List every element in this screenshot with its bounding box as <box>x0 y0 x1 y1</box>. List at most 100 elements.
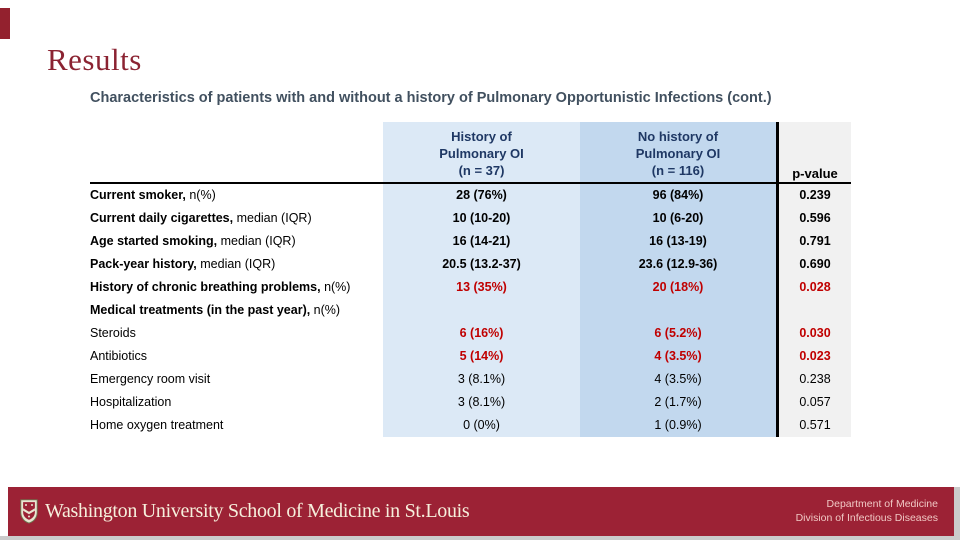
footer-department-block: Department of Medicine Division of Infec… <box>796 498 938 525</box>
cell-no-history-oi: 16 (13-19) <box>580 230 776 253</box>
cell-no-history-oi: 4 (3.5%) <box>580 368 776 391</box>
row-label-suffix: n(%) <box>185 188 216 202</box>
row-label-main: Antibiotics <box>90 349 147 363</box>
cell-p-value: 0.690 <box>779 253 851 276</box>
cell-p-value: 0.596 <box>779 207 851 230</box>
cell-p-value: 0.571 <box>779 414 851 437</box>
row-label-main: Steroids <box>90 326 136 340</box>
cell-p-value: 0.238 <box>779 368 851 391</box>
table-row: Antibiotics 5 (14%) 4 (3.5%) 0.023 <box>90 345 851 368</box>
row-vertical-divider <box>776 414 779 437</box>
row-label-suffix: n(%) <box>310 303 341 317</box>
row-label-main: Medical treatments (in the past year), <box>90 303 311 317</box>
row-label-main: Emergency room visit <box>90 372 211 386</box>
table-row: Age started smoking, median (IQR) 16 (14-… <box>90 230 851 253</box>
cell-no-history-oi: 6 (5.2%) <box>580 322 776 345</box>
row-vertical-divider <box>776 184 779 207</box>
header-history-oi: History of Pulmonary OI (n = 37) <box>383 122 580 182</box>
division-line: Division of Infectious Diseases <box>795 511 938 524</box>
slide-subtitle: Characteristics of patients with and wit… <box>90 90 772 106</box>
table-row: Pack-year history, median (IQR) 20.5 (13.… <box>90 253 851 276</box>
row-label-main: Current daily cigarettes, <box>90 211 234 225</box>
header-no-history-oi: No history of Pulmonary OI (n = 116) <box>580 122 776 182</box>
cell-history-oi: 6 (16%) <box>383 322 580 345</box>
cell-history-oi: 3 (8.1%) <box>383 391 580 414</box>
screen-edge-right <box>954 487 960 536</box>
row-label: Medical treatments (in the past year), n… <box>90 299 383 322</box>
cell-history-oi: 13 (35%) <box>383 276 580 299</box>
table-row: Steroids 6 (16%) 6 (5.2%) 0.030 <box>90 322 851 345</box>
cell-p-value: 0.791 <box>779 230 851 253</box>
header-p-value: p-value <box>779 122 851 182</box>
cell-no-history-oi: 4 (3.5%) <box>580 345 776 368</box>
row-label: Pack-year history, median (IQR) <box>90 253 383 276</box>
cell-p-value: 0.023 <box>779 345 851 368</box>
row-label: Steroids <box>90 322 383 345</box>
row-label-main: History of chronic breathing problems, <box>90 280 321 294</box>
header-line: (n = 37) <box>458 163 505 178</box>
row-label-suffix: median (IQR) <box>196 257 276 271</box>
table-row: Current smoker, n(%) 28 (76%) 96 (84%) 0.23… <box>90 184 851 207</box>
cell-no-history-oi: 20 (18%) <box>580 276 776 299</box>
row-vertical-divider <box>776 230 779 253</box>
row-label-suffix: median (IQR) <box>217 234 296 248</box>
table-row: Current daily cigarettes, median (IQR) 10… <box>90 207 851 230</box>
row-label-main: Pack-year history, <box>90 257 197 271</box>
washu-wordmark: Washington University School of Medicine… <box>45 500 470 522</box>
table-header-row: History of Pulmonary OI (n = 37) No hist… <box>90 122 851 184</box>
results-table: History of Pulmonary OI (n = 37) No hist… <box>90 122 851 437</box>
cell-p-value: 0.028 <box>779 276 851 299</box>
table-row: History of chronic breathing problems, n… <box>90 276 851 299</box>
cell-history-oi: 16 (14-21) <box>383 230 580 253</box>
washu-shield-icon <box>20 499 38 524</box>
cell-history-oi: 28 (76%) <box>383 184 580 207</box>
cell-history-oi: 3 (8.1%) <box>383 368 580 391</box>
cell-no-history-oi: 23.6 (12.9-36) <box>580 253 776 276</box>
row-label: Hospitalization <box>90 391 383 414</box>
row-label-main: Age started smoking, <box>90 234 218 248</box>
cell-p-value: 0.057 <box>779 391 851 414</box>
row-vertical-divider <box>776 276 779 299</box>
cell-history-oi: 5 (14%) <box>383 345 580 368</box>
row-label: Emergency room visit <box>90 368 383 391</box>
row-label-main: Hospitalization <box>90 395 172 409</box>
row-label-main: Home oxygen treatment <box>90 418 224 432</box>
row-vertical-divider <box>776 322 779 345</box>
cell-history-oi: 20.5 (13.2-37) <box>383 253 580 276</box>
cell-history-oi: 10 (10-20) <box>383 207 580 230</box>
table-row: Medical treatments (in the past year), n… <box>90 299 851 322</box>
slide-title: Results <box>47 42 142 77</box>
row-label: Home oxygen treatment <box>90 414 383 437</box>
row-vertical-divider <box>776 368 779 391</box>
row-label-suffix: median (IQR) <box>233 211 312 225</box>
row-label: Current daily cigarettes, median (IQR) <box>90 207 383 230</box>
header-line: Pulmonary OI <box>439 146 524 161</box>
cell-p-value: 0.030 <box>779 322 851 345</box>
cell-history-oi: 0 (0%) <box>383 414 580 437</box>
cell-no-history-oi: 10 (6-20) <box>580 207 776 230</box>
header-vertical-divider <box>776 122 779 182</box>
screen-edge-bottom <box>0 536 960 540</box>
row-label: Antibiotics <box>90 345 383 368</box>
row-vertical-divider <box>776 345 779 368</box>
department-line: Department of Medicine <box>826 498 938 510</box>
row-vertical-divider <box>776 207 779 230</box>
table-row: Emergency room visit 3 (8.1%) 4 (3.5%) 0.23… <box>90 368 851 391</box>
footer-bar: Washington University School of Medicine… <box>8 487 954 536</box>
cell-p-value: 0.239 <box>779 184 851 207</box>
row-vertical-divider <box>776 253 779 276</box>
cell-no-history-oi: 96 (84%) <box>580 184 776 207</box>
row-label-suffix: n(%) <box>320 280 351 294</box>
header-line: Pulmonary OI <box>635 146 721 161</box>
row-label: Current smoker, n(%) <box>90 184 383 207</box>
table-body: Current smoker, n(%) 28 (76%) 96 (84%) 0.23… <box>90 184 851 437</box>
header-line: No history of <box>637 129 719 144</box>
cell-no-history-oi: 2 (1.7%) <box>580 391 776 414</box>
cell-no-history-oi <box>580 299 776 322</box>
row-label: History of chronic breathing problems, n… <box>90 276 383 299</box>
header-line: History of <box>451 129 512 144</box>
row-vertical-divider <box>776 299 779 322</box>
row-label-main: Current smoker, <box>90 188 186 202</box>
table-row: Hospitalization 3 (8.1%) 2 (1.7%) 0.057 <box>90 391 851 414</box>
